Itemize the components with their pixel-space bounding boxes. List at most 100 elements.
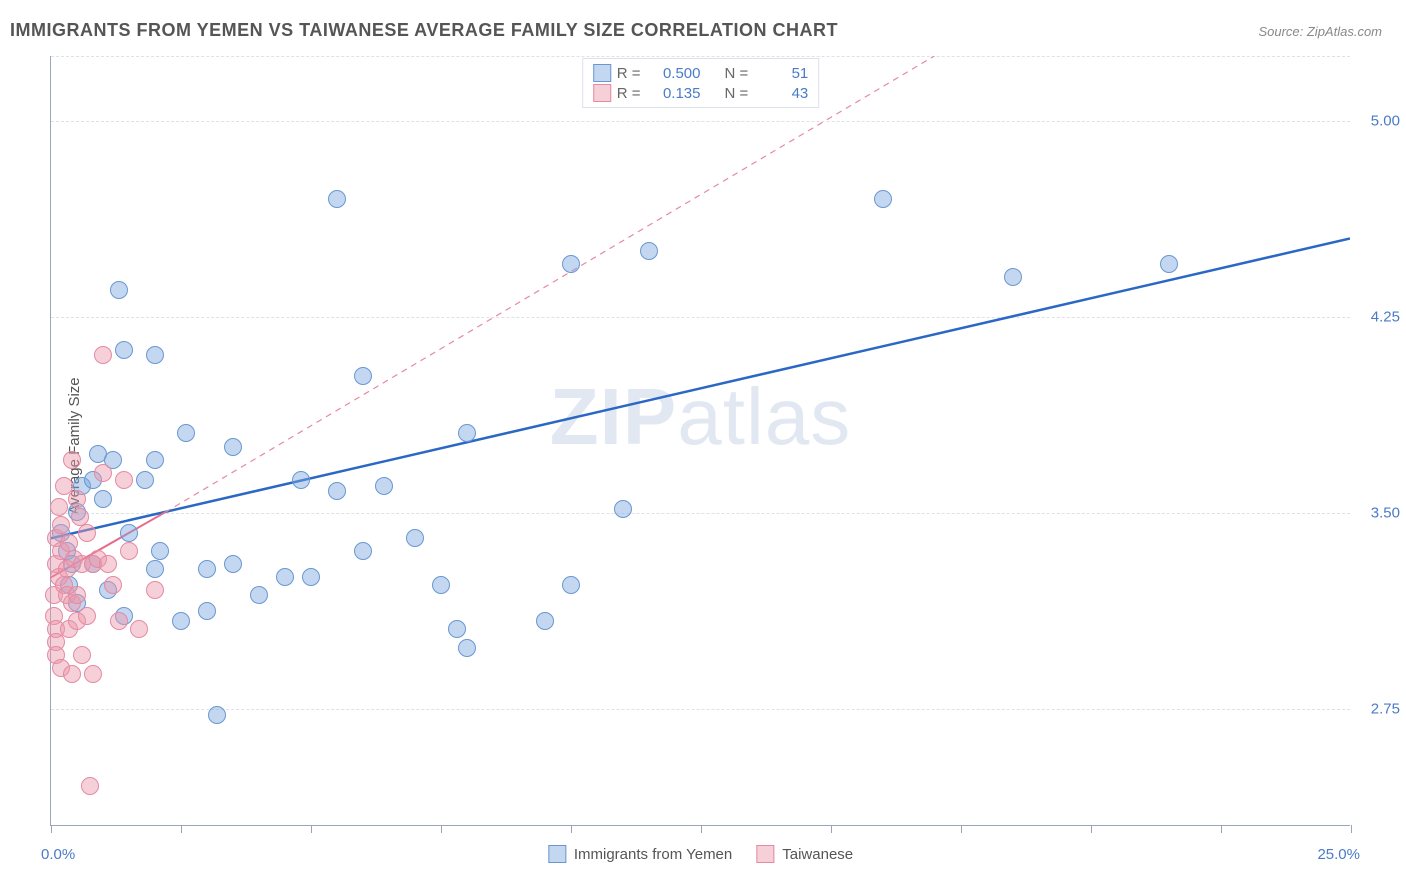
data-point-series-0	[458, 639, 476, 657]
data-point-series-1	[78, 524, 96, 542]
x-tick	[1351, 825, 1352, 833]
data-point-series-0	[146, 560, 164, 578]
data-point-series-0	[354, 542, 372, 560]
x-tick	[961, 825, 962, 833]
x-tick	[181, 825, 182, 833]
legend-swatch-1	[756, 845, 774, 863]
n-value-1: 43	[754, 85, 808, 102]
data-point-series-1	[146, 581, 164, 599]
stats-legend: R = 0.500 N = 51 R = 0.135 N = 43	[582, 58, 820, 108]
data-point-series-1	[81, 777, 99, 795]
data-point-series-0	[198, 560, 216, 578]
plot-area: ZIPatlas 2.753.504.255.00 0.0% 25.0% R =…	[50, 56, 1350, 826]
stats-row-series-1: R = 0.135 N = 43	[593, 83, 809, 103]
data-point-series-0	[292, 471, 310, 489]
data-point-series-0	[224, 555, 242, 573]
data-point-series-0	[874, 190, 892, 208]
swatch-series-0	[593, 64, 611, 82]
data-point-series-0	[562, 576, 580, 594]
swatch-series-1	[593, 84, 611, 102]
chart-title: IMMIGRANTS FROM YEMEN VS TAIWANESE AVERA…	[10, 20, 838, 41]
watermark-bold: ZIP	[550, 372, 677, 461]
data-point-series-0	[224, 438, 242, 456]
chart-container: IMMIGRANTS FROM YEMEN VS TAIWANESE AVERA…	[0, 0, 1406, 892]
x-tick	[311, 825, 312, 833]
data-point-series-1	[120, 542, 138, 560]
data-point-series-0	[250, 586, 268, 604]
watermark: ZIPatlas	[550, 371, 851, 463]
data-point-series-0	[115, 341, 133, 359]
x-axis-min-label: 0.0%	[41, 846, 75, 863]
data-point-series-0	[375, 477, 393, 495]
data-point-series-0	[94, 490, 112, 508]
stats-row-series-0: R = 0.500 N = 51	[593, 63, 809, 83]
y-tick-label: 3.50	[1371, 504, 1400, 521]
data-point-series-0	[406, 529, 424, 547]
data-point-series-0	[1004, 268, 1022, 286]
gridline	[51, 709, 1350, 710]
watermark-rest: atlas	[677, 372, 851, 461]
n-value-0: 51	[754, 65, 808, 82]
data-point-series-0	[328, 482, 346, 500]
x-tick	[571, 825, 572, 833]
data-point-series-0	[432, 576, 450, 594]
data-point-series-0	[354, 367, 372, 385]
x-tick	[831, 825, 832, 833]
legend-item-0: Immigrants from Yemen	[548, 845, 732, 863]
data-point-series-1	[94, 464, 112, 482]
data-point-series-0	[120, 524, 138, 542]
r-label: R =	[617, 65, 641, 82]
data-point-series-1	[63, 665, 81, 683]
data-point-series-0	[562, 255, 580, 273]
data-point-series-1	[63, 451, 81, 469]
data-point-series-0	[302, 568, 320, 586]
data-point-series-1	[52, 516, 70, 534]
data-point-series-0	[151, 542, 169, 560]
r-value-1: 0.135	[647, 85, 701, 102]
legend-label-0: Immigrants from Yemen	[574, 846, 732, 863]
data-point-series-0	[198, 602, 216, 620]
data-point-series-1	[68, 586, 86, 604]
gridline	[51, 121, 1350, 122]
data-point-series-0	[146, 346, 164, 364]
data-point-series-1	[73, 646, 91, 664]
data-point-series-1	[50, 498, 68, 516]
data-point-series-1	[94, 346, 112, 364]
legend-swatch-0	[548, 845, 566, 863]
data-point-series-0	[276, 568, 294, 586]
data-point-series-1	[130, 620, 148, 638]
gridline	[51, 513, 1350, 514]
data-point-series-1	[84, 665, 102, 683]
y-tick-label: 4.25	[1371, 309, 1400, 326]
data-point-series-0	[208, 706, 226, 724]
data-point-series-1	[99, 555, 117, 573]
x-tick	[51, 825, 52, 833]
data-point-series-0	[458, 424, 476, 442]
x-tick	[1091, 825, 1092, 833]
data-point-series-1	[68, 490, 86, 508]
data-point-series-0	[146, 451, 164, 469]
data-point-series-0	[110, 281, 128, 299]
data-point-series-0	[136, 471, 154, 489]
y-tick-label: 2.75	[1371, 700, 1400, 717]
data-point-series-0	[614, 500, 632, 518]
data-point-series-0	[448, 620, 466, 638]
data-point-series-1	[78, 607, 96, 625]
r-label: R =	[617, 85, 641, 102]
data-point-series-0	[536, 612, 554, 630]
data-point-series-1	[104, 576, 122, 594]
x-tick	[441, 825, 442, 833]
r-value-0: 0.500	[647, 65, 701, 82]
data-point-series-1	[110, 612, 128, 630]
x-axis-max-label: 25.0%	[1317, 846, 1360, 863]
n-label: N =	[725, 85, 749, 102]
data-point-series-0	[328, 190, 346, 208]
data-point-series-0	[640, 242, 658, 260]
x-tick	[701, 825, 702, 833]
bottom-legend: Immigrants from Yemen Taiwanese	[548, 845, 853, 863]
data-point-series-0	[1160, 255, 1178, 273]
gridline	[51, 317, 1350, 318]
legend-label-1: Taiwanese	[782, 846, 853, 863]
source-attribution: Source: ZipAtlas.com	[1258, 24, 1382, 39]
data-point-series-0	[177, 424, 195, 442]
